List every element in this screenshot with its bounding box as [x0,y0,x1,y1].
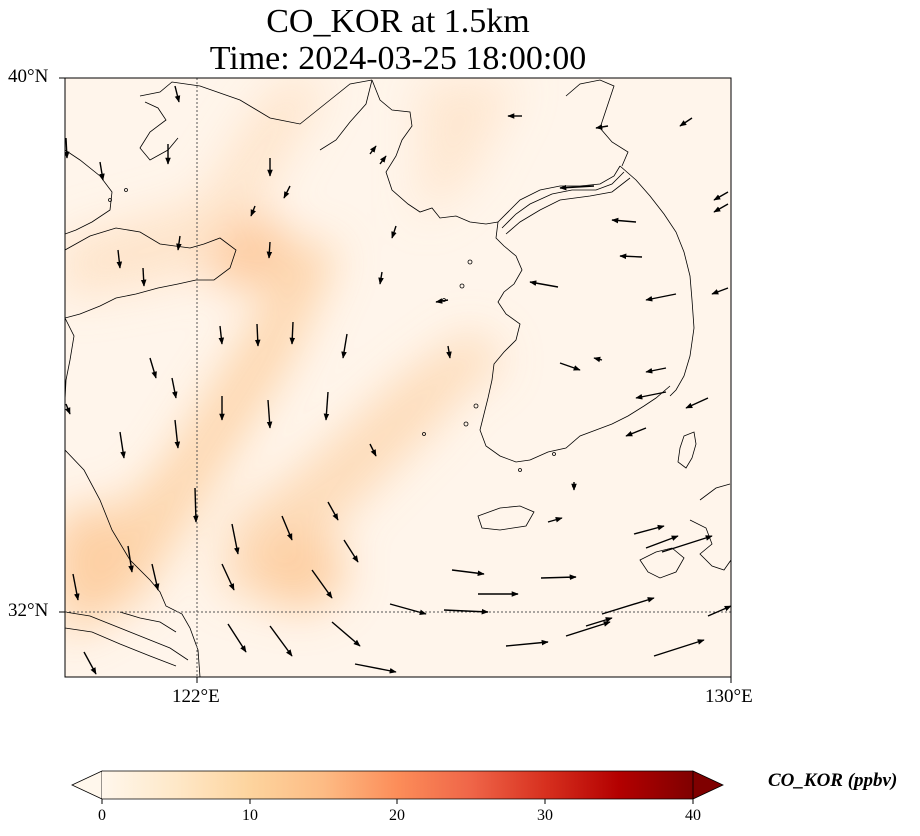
wind-vectors [65,85,731,675]
wind-arrow [72,573,80,601]
map-title-line2: Time: 2024-03-25 18:00:00 [209,40,587,77]
wind-arrow [446,345,452,359]
wind-arrow [341,333,348,359]
wind-arrow [343,539,359,563]
gridlines [65,78,731,677]
wind-arrow [595,124,609,130]
colorbar-label: CO_KOR (ppbv) [768,770,898,791]
wind-arrow [625,427,647,437]
wind-arrow [711,287,729,295]
wind-arrow [645,367,667,374]
wind-arrow [679,117,693,127]
wind-arrow [611,217,637,224]
wind-arrow [713,191,729,201]
wind-arrow [227,623,247,653]
wind-arrow [505,639,549,647]
wind-arrow [645,293,677,302]
wind-arrow [83,651,97,675]
colorbar-tick-40: 40 [685,807,701,824]
lon-tick-122e: 122°E [172,686,220,707]
wind-arrow [540,574,577,580]
wind-arrow [151,563,160,591]
wind-arrow [174,419,181,449]
wind-arrow [565,621,611,637]
wind-arrow [171,377,178,399]
colorbar-tick-10: 10 [242,807,258,824]
colorbar-gradient [102,771,693,799]
wind-arrow [451,569,485,576]
lon-tick-130e: 130°E [705,686,753,707]
map-title-line1: CO_KOR at 1.5km [266,3,530,40]
wind-arrow [443,608,489,615]
colorbar-tick-30: 30 [537,807,553,824]
wind-arrow [707,605,731,617]
wind-arrow [331,621,361,647]
wind-arrow [601,597,655,615]
wind-arrow [254,323,261,347]
colorbar [71,770,724,804]
wind-arrow [266,399,273,429]
wind-arrow [635,391,667,400]
wind-arrow [391,225,397,239]
wind-arrow [653,639,705,657]
wind-arrow [311,569,333,599]
wind-arrow [645,535,679,549]
concentration-field [65,78,731,677]
wind-arrow [250,205,256,217]
colorbar-extend-min [71,770,103,800]
wind-arrow [231,523,240,555]
wind-arrow [713,203,729,213]
colorbar-extend-max [692,770,724,800]
wind-arrow [176,235,182,251]
map-frame [64,77,732,678]
wind-arrow [269,625,293,657]
wind-arrow [585,617,613,627]
wind-arrow [559,362,581,371]
wind-arrow [685,397,709,409]
wind-arrow [354,663,397,674]
wind-arrow [99,161,105,181]
wind-arrow [281,515,293,541]
wind-arrow [323,391,330,421]
wind-arrow [435,298,449,304]
wind-arrow [529,280,559,288]
wind-arrow [547,517,563,523]
wind-arrow [119,431,126,459]
wind-arrow [283,185,291,199]
wind-arrow [327,501,339,521]
wind-arrow [174,85,181,103]
wind-arrow [65,137,70,159]
map-background [65,78,731,677]
axis-ticks [59,77,732,683]
wind-arrow [378,271,384,285]
wind-arrow [559,184,595,191]
lat-tick-40n: 40°N [8,66,49,87]
wind-arrow [65,403,71,415]
wind-arrow [149,357,157,379]
wind-arrow [218,325,225,345]
wind-arrow [127,545,134,573]
wind-arrow [140,267,147,287]
wind-arrow [369,145,377,155]
wind-arrow [193,487,199,523]
colorbar-tick-0: 0 [98,807,106,824]
wind-arrow [289,321,296,345]
wind-arrow [661,535,713,553]
coastlines [65,79,731,677]
wind-arrow [619,253,643,260]
wind-arrow [379,155,387,165]
colorbar-tick-20: 20 [389,807,405,824]
wind-arrow [266,241,273,259]
wind-arrow [369,443,377,457]
wind-arrow [221,563,235,591]
wind-arrow [633,524,665,535]
wind-arrow [593,356,603,363]
wind-arrow [389,603,427,616]
wind-arrow [116,249,123,269]
lat-tick-32n: 32°N [8,600,49,621]
